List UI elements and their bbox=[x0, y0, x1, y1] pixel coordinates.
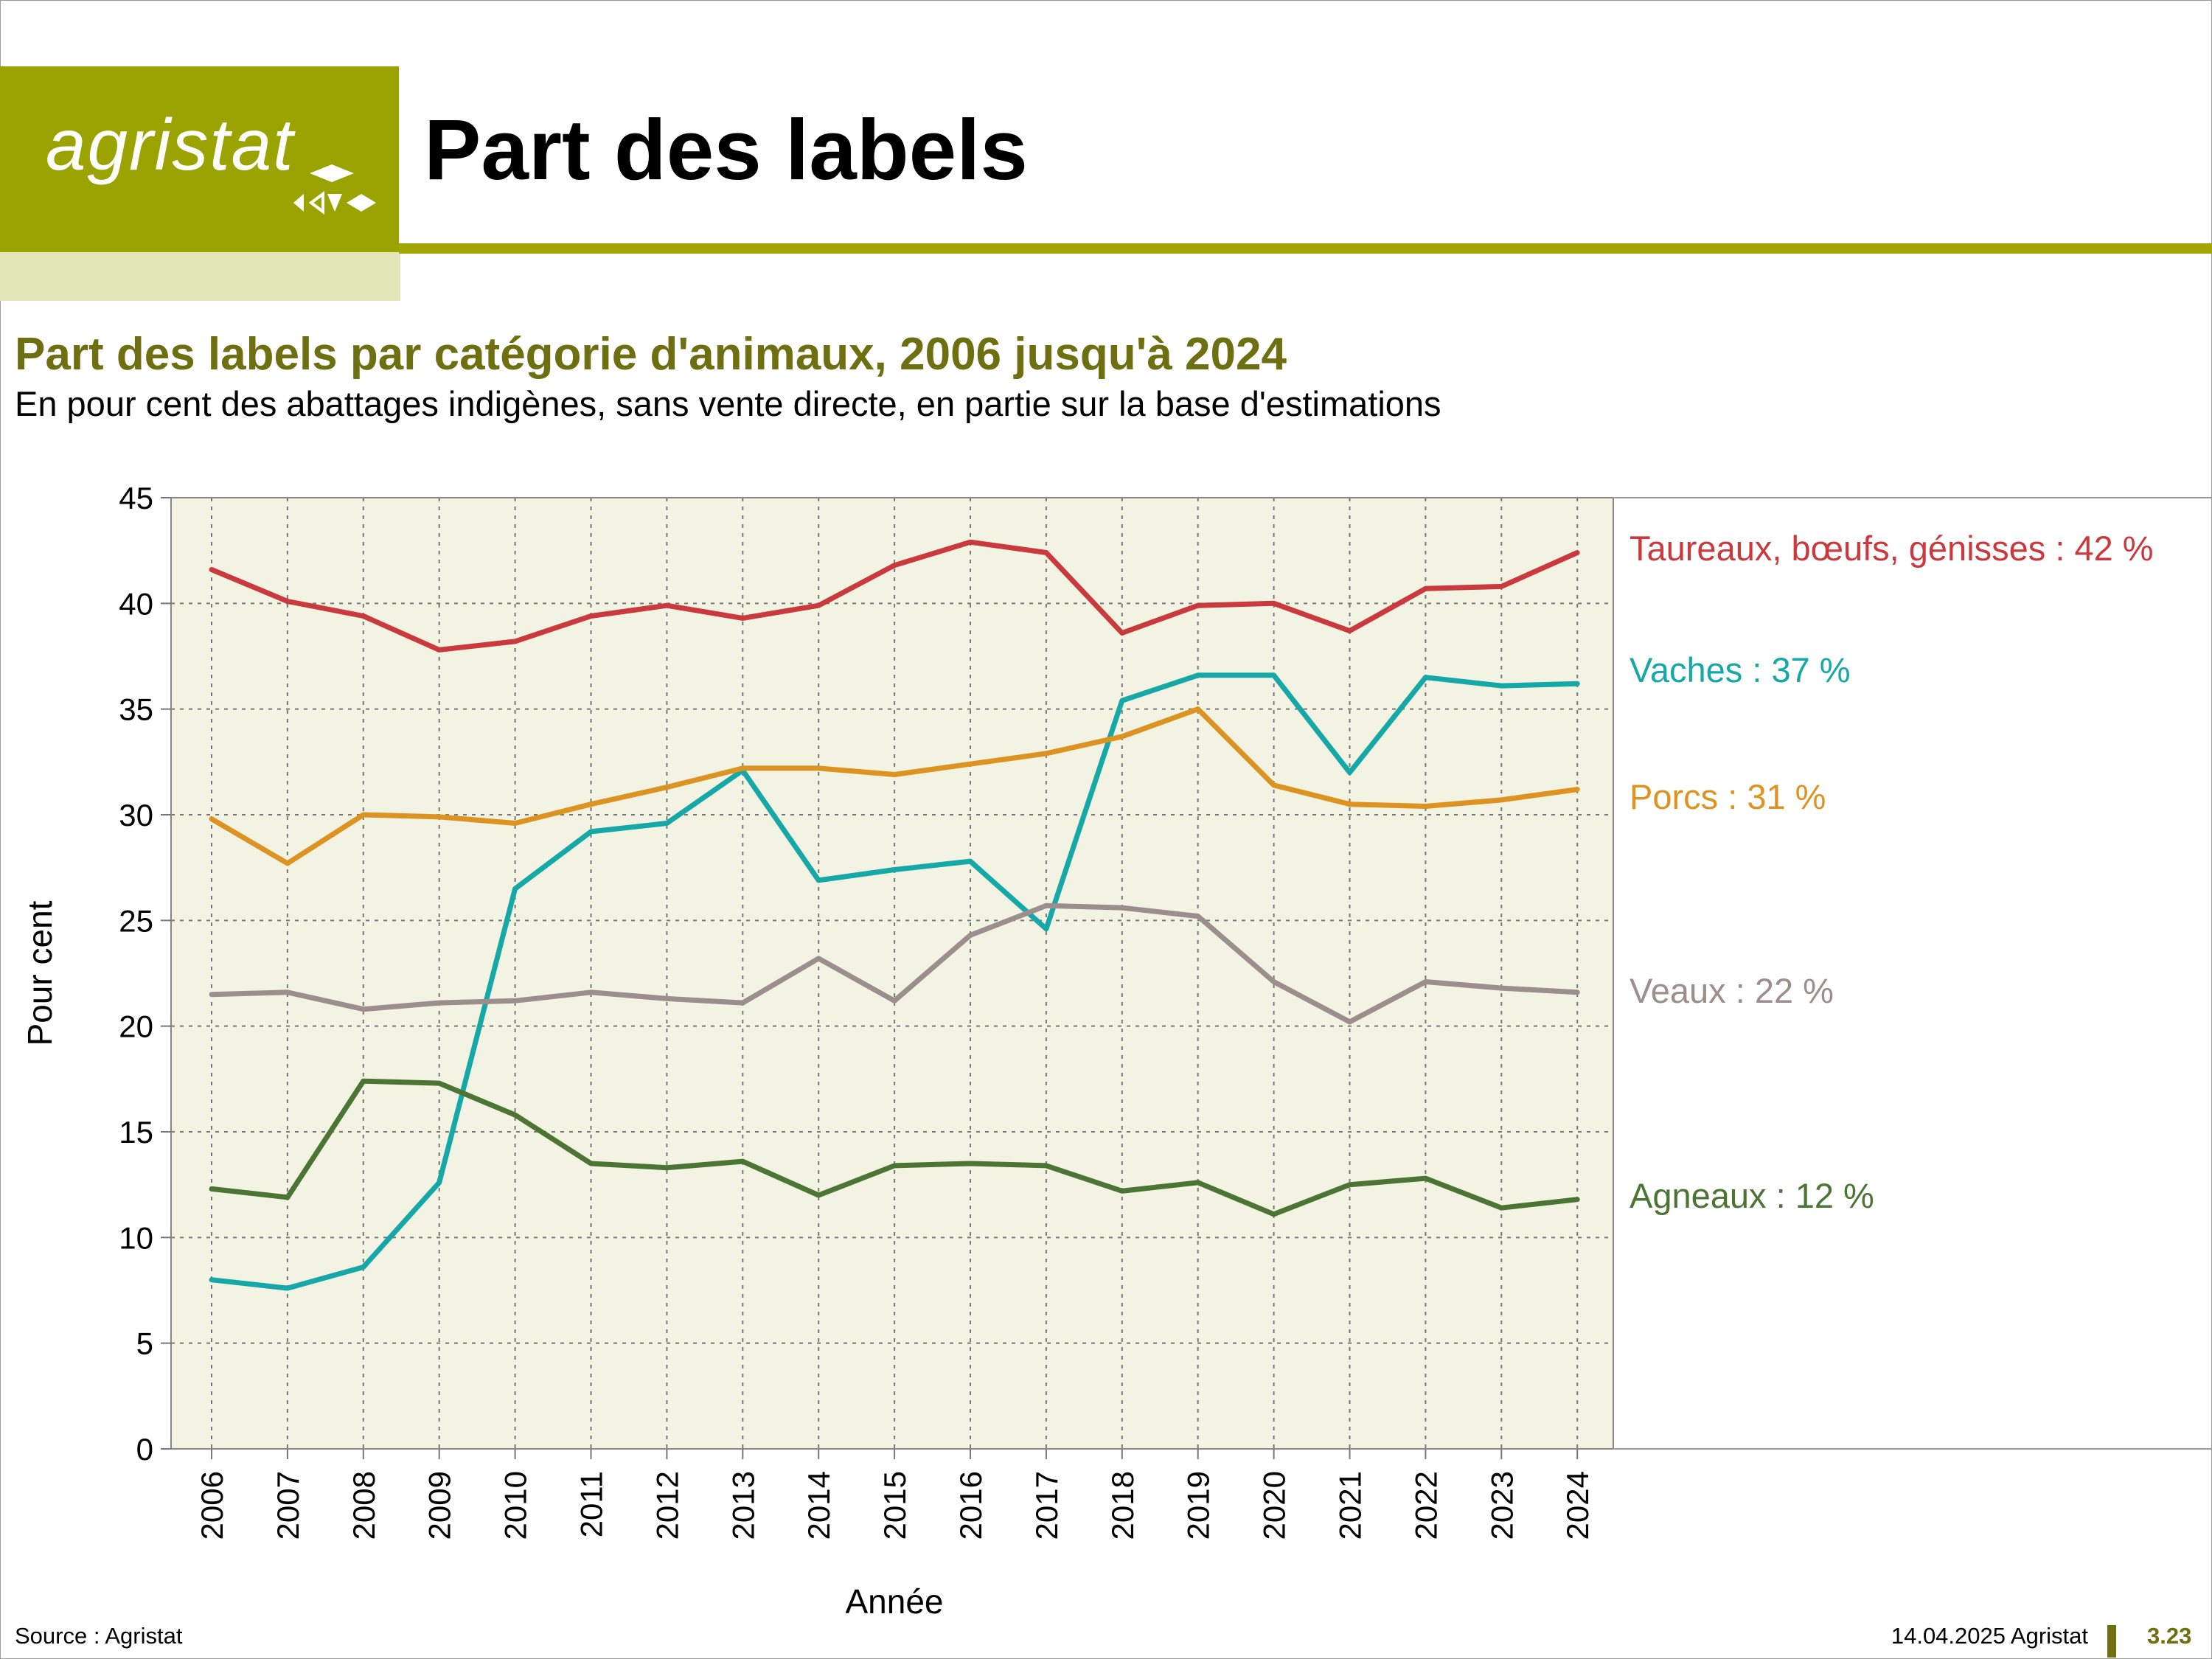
series-label: Agneaux : 12 % bbox=[1630, 1176, 1874, 1215]
plot-area bbox=[171, 498, 1613, 1449]
y-tick-label: 35 bbox=[119, 692, 153, 727]
x-tick-label: 2022 bbox=[1408, 1471, 1443, 1540]
footer-divider bbox=[2107, 1625, 2116, 1658]
y-axis-label: Pour cent bbox=[21, 900, 59, 1046]
series-label: Veaux : 22 % bbox=[1630, 971, 1834, 1010]
x-tick-label: 2017 bbox=[1029, 1471, 1064, 1540]
page-title: Part des labels bbox=[424, 102, 1028, 198]
agristat-logo-icon bbox=[293, 164, 376, 215]
chart-title: Part des labels par catégorie d'animaux,… bbox=[15, 329, 1287, 380]
series-line-veaux bbox=[209, 902, 1580, 1025]
x-tick-label: 2006 bbox=[195, 1471, 229, 1540]
footer-date: 14.04.2025 Agristat bbox=[1891, 1623, 2088, 1649]
agristat-logo-text: agristat bbox=[46, 104, 295, 185]
x-tick-label: 2007 bbox=[271, 1471, 305, 1540]
logo-accent-bar bbox=[0, 252, 400, 301]
logo-block bbox=[0, 66, 399, 252]
series-line-agneaux bbox=[209, 1078, 1580, 1217]
x-axis-label: Année bbox=[845, 1582, 943, 1621]
x-tick-label: 2020 bbox=[1257, 1471, 1292, 1540]
series-labels: Taureaux, bœufs, génisses : 42 % Vaches :… bbox=[1630, 529, 2154, 1215]
series-line-vaches bbox=[209, 672, 1580, 1291]
series-label: Porcs : 31 % bbox=[1630, 777, 1826, 816]
footer-source: Source : Agristat bbox=[15, 1623, 183, 1649]
series-label: Taureaux, bœufs, génisses : 42 % bbox=[1630, 529, 2154, 568]
x-tick-label: 2012 bbox=[650, 1471, 684, 1540]
series-lines bbox=[209, 539, 1580, 1291]
y-tick-label: 5 bbox=[136, 1326, 153, 1361]
plot-frame bbox=[170, 497, 2212, 1450]
series-line-taureaux bbox=[209, 539, 1580, 653]
x-tick-label: 2013 bbox=[726, 1471, 760, 1540]
y-tick-label: 25 bbox=[119, 903, 153, 938]
y-tick-label: 0 bbox=[136, 1432, 153, 1467]
y-tick-label: 10 bbox=[119, 1220, 153, 1255]
x-tick-label: 2024 bbox=[1560, 1471, 1595, 1540]
x-tick-label: 2010 bbox=[498, 1471, 533, 1540]
chart-subtitle: En pour cent des abattages indigènes, sa… bbox=[15, 384, 1441, 423]
y-tick-label: 15 bbox=[119, 1115, 153, 1150]
x-tick-label: 2021 bbox=[1333, 1471, 1368, 1540]
series-label: Vaches : 37 % bbox=[1630, 650, 1851, 689]
y-tick-label: 45 bbox=[119, 481, 153, 515]
x-tick-label: 2019 bbox=[1181, 1471, 1216, 1540]
y-tick-label: 40 bbox=[119, 586, 153, 621]
page-number: 3.23 bbox=[2147, 1623, 2192, 1649]
x-axis-ticks: 2006 2007 2008 2009 2010 2011 2012 2013 2014 2015… bbox=[195, 1449, 1595, 1540]
y-tick-label: 20 bbox=[119, 1009, 153, 1044]
header-rule bbox=[399, 243, 2212, 254]
x-tick-label: 2018 bbox=[1105, 1471, 1140, 1540]
x-tick-label: 2011 bbox=[574, 1471, 609, 1537]
x-tick-label: 2008 bbox=[347, 1471, 381, 1540]
x-tick-label: 2009 bbox=[422, 1471, 457, 1540]
series-line-porcs bbox=[209, 706, 1580, 866]
y-axis-ticks: 0 5 10 15 20 25 30 35 40 45 bbox=[119, 481, 171, 1467]
x-tick-label: 2023 bbox=[1484, 1471, 1519, 1540]
y-tick-label: 30 bbox=[119, 798, 153, 832]
x-tick-label: 2016 bbox=[953, 1471, 988, 1540]
x-tick-label: 2014 bbox=[801, 1471, 836, 1540]
x-tick-label: 2015 bbox=[877, 1471, 912, 1540]
plot-border bbox=[170, 497, 1614, 1450]
